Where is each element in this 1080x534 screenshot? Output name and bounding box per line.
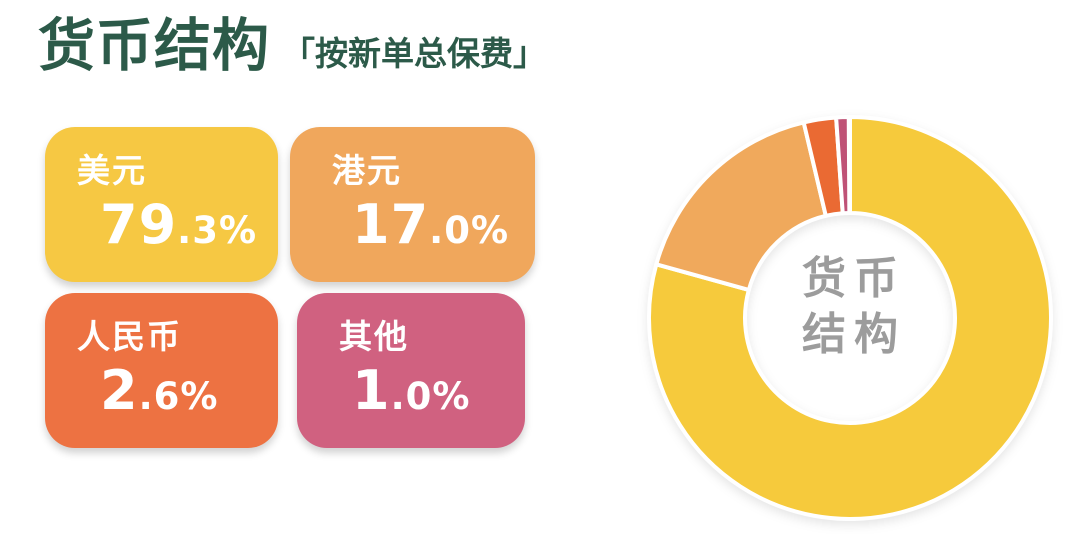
card-value: 17.0% [352,192,535,256]
card-value-main: 2 [100,358,139,422]
chart-center-label-line-2: 结构 [802,309,906,361]
currency-card-other: 其他 1.0% [297,293,525,448]
card-value-main: 79 [100,192,178,256]
card-label: 人民币 [77,317,182,356]
chart-center-label: 货币 结构 [700,251,1000,364]
card-value-fraction: .0% [390,374,471,418]
card-value: 2.6% [100,358,278,422]
card-value-main: 17 [352,192,430,256]
header: 货币结构 「按新单总保费」 [38,13,546,80]
card-label: 美元 [77,151,147,190]
card-value: 1.0% [352,358,525,422]
card-value-fraction: .0% [429,208,510,252]
currency-cards: 美元 79.3% 港元 17.0% 人民币 2.6% 其他 1.0% [45,127,535,448]
currency-card-hkd: 港元 17.0% [290,127,535,282]
donut-slice-other [834,115,852,216]
card-value: 79.3% [100,192,278,256]
donut-chart: 货币 结构 [640,105,1060,531]
card-label: 港元 [332,151,402,190]
currency-card-usd: 美元 79.3% [45,127,278,282]
card-value-main: 1 [352,358,391,422]
currency-card-cny: 人民币 2.6% [45,293,278,448]
card-value-fraction: .3% [177,208,258,252]
page-title: 货币结构 [38,13,270,79]
page-subtitle: 「按新单总保费」 [282,34,546,73]
chart-center-label-line-1: 货币 [802,253,906,304]
donut-chart-svg [647,115,1053,521]
card-value-fraction: .6% [138,374,219,418]
card-label: 其他 [339,317,409,356]
donut-slice-usd [647,115,1053,521]
donut-slice-hkd [654,120,828,292]
